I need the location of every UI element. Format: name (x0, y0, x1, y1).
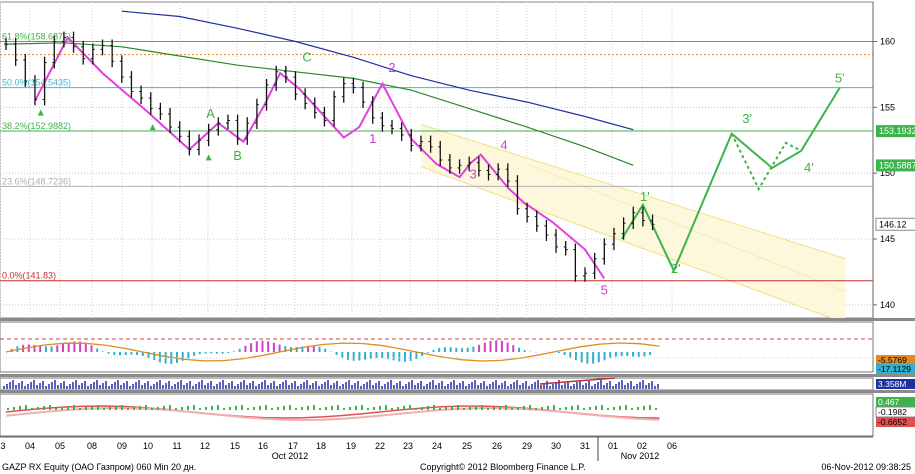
signal-marker (205, 154, 212, 161)
series-line-3 (34, 35, 606, 280)
main-panel (0, 1, 874, 324)
panel-separator (0, 390, 915, 393)
x-tick-label: 25 (462, 441, 472, 451)
price-tag (876, 125, 915, 138)
y-tick-label: 150 (880, 168, 895, 178)
wave-label: 4' (804, 160, 814, 175)
price-tag-label: 153.1932 (879, 126, 915, 136)
wave-label: 3 (469, 166, 476, 181)
wave-label: 1' (640, 189, 650, 204)
indicator-signal (5, 407, 660, 422)
wave-label: A (206, 106, 215, 121)
wave-label: 1 (369, 131, 376, 146)
price-tag (876, 159, 915, 172)
x-tick-label: 26 (492, 441, 502, 451)
y-tick-label: 155 (880, 102, 895, 112)
x-tick-label: 17 (288, 441, 298, 451)
volume-trend (539, 377, 616, 385)
wave-label: 5' (835, 70, 845, 85)
x-tick-label: 05 (55, 441, 65, 451)
month-label: Nov 2012 (621, 451, 660, 461)
footer: GAZP RX Equity (ОАО Газпром) 060 Min 20 … (0, 461, 915, 474)
price-tag-label: 150.5887 (879, 160, 915, 170)
level-label: 23.6%(148.7236) (2, 176, 71, 186)
month-label: Oct 2012 (272, 451, 309, 461)
price-tag-label: 146.12 (879, 219, 907, 229)
y-tick-label: 140 (880, 300, 895, 310)
x-axis-area (0, 437, 915, 461)
sub-panel-2 (0, 393, 874, 437)
indicator-panels: -5.5769-17.1129 3.358M 0.467-0.1982-0.6652 (0, 318, 915, 437)
x-tick-label: 23 (403, 441, 413, 451)
sub-panel-0 (0, 321, 874, 373)
level-label: 61.8%(158.6875) (2, 32, 71, 42)
panel-tag (876, 379, 915, 389)
footer-right: 06-Nov-2012 09:38:25 (821, 462, 911, 472)
level-label: 50.0%(154.5435) (2, 78, 71, 88)
panel-tag-label: -17.1129 (878, 364, 911, 374)
x-tick-label: 10 (143, 441, 153, 451)
x-tick-label: 01 (608, 441, 618, 451)
panel-tag-label: -5.5769 (878, 355, 907, 365)
panel-separator (0, 374, 915, 377)
x-tick-label: 31 (580, 441, 590, 451)
panel-tag-label: 0.467 (878, 397, 900, 407)
level-label: 0.0%(141.83) (2, 271, 56, 281)
x-tick-label: 02 (637, 441, 647, 451)
channel-lower (420, 166, 846, 324)
x-tick-label: 3 (0, 441, 5, 451)
x-tick-label: 15 (230, 441, 240, 451)
x-tick-label: 30 (551, 441, 561, 451)
x-tick-label: 11 (172, 441, 181, 451)
footer-left: GAZP RX Equity (ОАО Газпром) 060 Min 20 … (2, 462, 197, 472)
channel-upper (420, 123, 846, 260)
footer-center: Copyright© 2012 Bloomberg Finance L.P. (420, 462, 586, 472)
oscillator-line (5, 342, 660, 362)
x-tick-label: 04 (25, 441, 35, 451)
x-tick-label: 29 (522, 441, 532, 451)
x-tick-label: 06 (667, 441, 677, 451)
x-tick-label: 22 (375, 441, 385, 451)
x-tick-label: 24 (432, 441, 442, 451)
wave-label: 2 (388, 60, 395, 75)
y-tick-label: 145 (880, 234, 895, 244)
wave-label: C (302, 49, 311, 64)
wave-label: B (233, 148, 242, 163)
wave-label: 5 (601, 282, 608, 297)
wave-label: 3' (742, 111, 752, 126)
x-tick-label: 18 (316, 441, 326, 451)
x-axis: 3 04 05 08 09 10 11 12 15 16 17 18 19 22 23 24 25 26 29 30 3… (0, 436, 915, 461)
panel-tag (876, 355, 915, 365)
fibonacci-levels: 61.8%(158.6875) 50.0%(154.5435) 38.2%(152.… (0, 32, 873, 282)
wave-label: 2' (671, 261, 681, 276)
x-tick-label: 16 (258, 441, 268, 451)
wave-labels: A B C 1 2 3 4 5 1' 2' 3' 4' 5' (206, 49, 844, 297)
x-tick-label: 09 (117, 441, 127, 451)
panel-tag-label: 3.358M (878, 379, 906, 389)
series-line-5 (730, 133, 802, 192)
panel-tag-label: -0.1982 (878, 407, 907, 417)
panel-tag (876, 417, 915, 427)
price-tag (875, 217, 915, 231)
signal-marker (149, 124, 156, 131)
series-line-1 (121, 10, 634, 131)
x-tick-label: 19 (346, 441, 356, 451)
y-axis: 140 145 150 155 160 153.1932 150.5887 146.12 (872, 2, 915, 318)
panel-tag (876, 364, 915, 374)
panel-tag (876, 397, 915, 407)
channel-mid (526, 163, 846, 293)
x-tick-label: 12 (200, 441, 210, 451)
wave-label: 4 (500, 137, 507, 152)
panel-tag-label: -0.6652 (878, 417, 907, 427)
level-label: 38.2%(152.9882) (2, 121, 71, 131)
signal-marker (37, 109, 44, 116)
panel-separator (0, 318, 915, 321)
y-tick-label: 160 (880, 37, 895, 47)
price-bars (4, 31, 655, 282)
x-tick-label: 08 (87, 441, 97, 451)
